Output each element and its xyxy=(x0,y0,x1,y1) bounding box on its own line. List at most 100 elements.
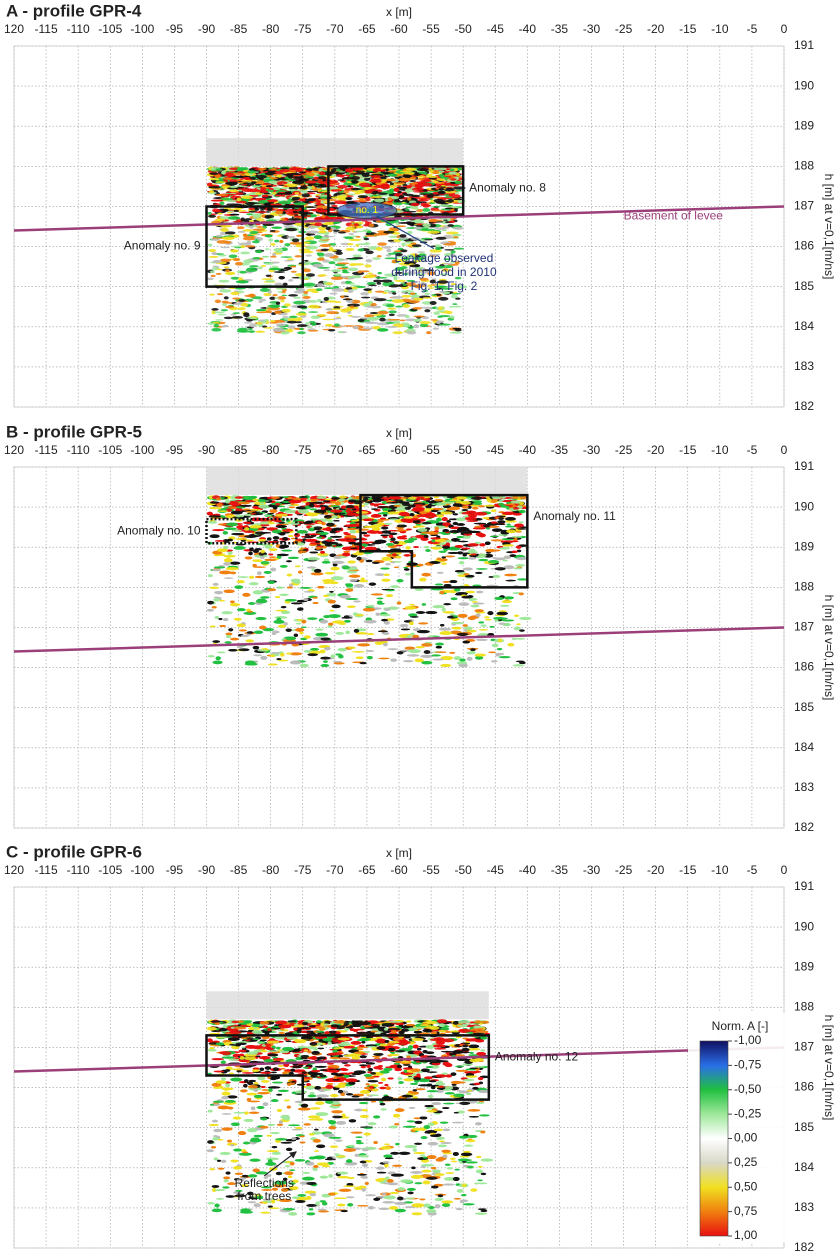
reflection xyxy=(314,222,323,227)
reflection xyxy=(420,306,433,309)
reflection xyxy=(319,243,332,248)
reflection xyxy=(419,321,431,325)
reflection xyxy=(418,171,428,175)
reflection xyxy=(222,324,229,327)
reflection xyxy=(420,259,428,263)
reflection xyxy=(439,200,449,203)
reflection xyxy=(254,183,262,186)
reflection xyxy=(349,173,362,175)
reflection xyxy=(219,289,232,293)
reflection xyxy=(454,329,462,332)
reflection xyxy=(251,240,260,244)
reflection xyxy=(383,289,391,292)
reflection xyxy=(389,185,397,189)
reflection xyxy=(272,186,281,191)
reflection xyxy=(223,208,229,212)
reflection xyxy=(360,185,372,188)
reflection xyxy=(420,202,428,207)
reflection xyxy=(413,315,425,318)
reflection xyxy=(379,317,386,322)
reflection xyxy=(366,305,375,308)
reflection xyxy=(394,250,402,252)
reflection xyxy=(407,230,413,235)
reflection xyxy=(443,243,456,246)
reflection xyxy=(220,309,228,312)
reflection xyxy=(356,197,366,200)
reflection xyxy=(355,236,361,238)
reflection xyxy=(243,321,253,324)
reflection xyxy=(382,282,392,287)
reflection xyxy=(274,194,284,197)
reflection xyxy=(350,315,362,318)
x-tick-label: -40 xyxy=(519,22,537,36)
reflection xyxy=(411,294,420,299)
reflection xyxy=(432,209,445,212)
x-tick-label: -35 xyxy=(551,443,569,457)
reflection xyxy=(249,230,259,235)
reflection xyxy=(332,258,346,262)
reflection xyxy=(435,236,447,240)
reflection xyxy=(342,189,355,192)
reflection xyxy=(242,236,256,241)
reflection xyxy=(257,571,262,575)
reflection xyxy=(330,308,343,310)
reflection xyxy=(399,170,412,173)
reflection xyxy=(242,229,254,232)
reflection xyxy=(220,258,232,262)
reflection xyxy=(454,276,462,280)
reflection xyxy=(244,245,256,248)
reflection xyxy=(345,247,355,251)
reflection xyxy=(238,629,248,632)
reflection xyxy=(331,288,345,292)
reflection xyxy=(427,230,440,234)
reflection xyxy=(403,174,411,178)
reflection xyxy=(248,293,256,298)
reflection xyxy=(407,197,412,201)
reflection xyxy=(450,250,456,254)
reflection xyxy=(210,274,216,278)
y-tick-label: 189 xyxy=(794,539,814,553)
x-tick-label: -35 xyxy=(551,22,569,36)
reflection xyxy=(374,290,385,293)
reflection xyxy=(232,312,240,315)
reflection xyxy=(452,291,458,294)
leakage-note: during flood in 2010 xyxy=(391,265,497,279)
reflection xyxy=(357,270,363,274)
reflection xyxy=(422,269,435,272)
reflection xyxy=(296,234,303,237)
reflection xyxy=(437,190,446,195)
reflection xyxy=(220,246,230,249)
reflection xyxy=(368,223,375,228)
reflection xyxy=(263,292,272,297)
anomaly-label: Anomaly no. 9 xyxy=(124,239,201,253)
reflection xyxy=(269,320,276,323)
reflection xyxy=(264,234,273,238)
reflection xyxy=(348,238,362,242)
reflection xyxy=(275,301,281,305)
reflection xyxy=(328,202,336,205)
reflection xyxy=(207,243,213,247)
reflection xyxy=(377,271,382,275)
reflection xyxy=(403,323,411,328)
reflection xyxy=(207,322,215,325)
reflection xyxy=(412,306,423,310)
reflection xyxy=(414,226,423,230)
reflection xyxy=(431,294,437,296)
reflection xyxy=(237,307,246,311)
reflection xyxy=(240,302,249,307)
reflection xyxy=(424,309,431,313)
reflection xyxy=(306,326,313,329)
reflection xyxy=(451,233,462,237)
reflection xyxy=(432,191,439,195)
reflection xyxy=(280,331,290,335)
reflection xyxy=(303,282,316,287)
reflection xyxy=(318,171,326,176)
reflection xyxy=(314,235,323,240)
reflection xyxy=(294,192,300,195)
reflection xyxy=(232,257,241,262)
reflection xyxy=(280,299,285,303)
reflection xyxy=(290,270,297,273)
leakage-note: Fig. 1, Fig. 2 xyxy=(411,279,478,293)
reflection xyxy=(331,204,338,208)
reflection xyxy=(303,290,309,294)
